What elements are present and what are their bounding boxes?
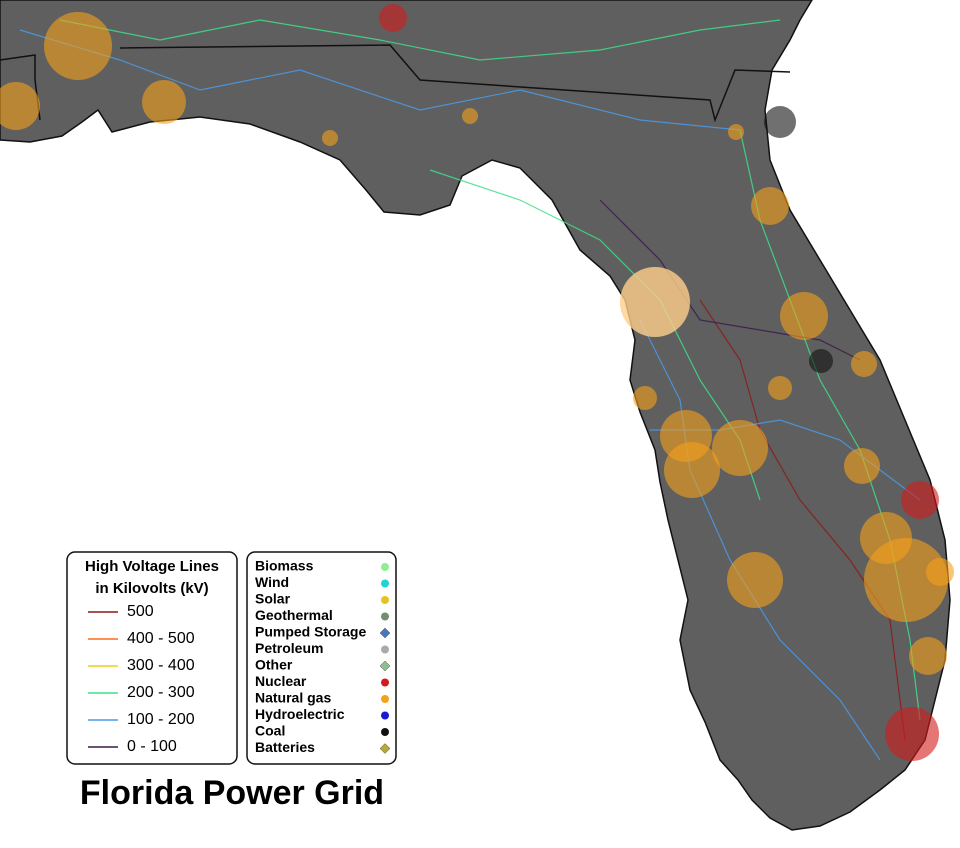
voltage-legend-title: in Kilovolts (kV) [95,580,208,597]
legend-label: Coal [255,723,285,739]
legend-label: 100 - 200 [127,711,195,728]
legend-marker [381,579,389,588]
voltage-legend [66,551,238,765]
legend-label: Hydroelectric [255,706,345,722]
map-title: Florida Power Grid [80,774,384,812]
legend-marker [381,645,389,654]
power-plants [0,4,954,761]
legend-label: 500 [127,603,154,620]
legend-label: 0 - 100 [127,738,177,755]
legend-label: Biomass [255,558,314,574]
legend-marker [379,660,391,672]
legend-marker [381,678,389,687]
legend-label: 300 - 400 [127,657,195,674]
voltage-legend-title: High Voltage Lines [85,558,219,575]
legend-label: 200 - 300 [127,684,195,701]
land [0,0,951,831]
legend-marker [379,743,391,754]
legend-label: Solar [255,591,291,607]
state-border [119,44,791,123]
legend-label: Geothermal [255,607,333,623]
legend-marker [381,728,389,736]
legend-label: Other [255,657,293,673]
legend-marker [381,596,389,604]
legend-label: 400 - 500 [127,630,195,647]
legend-marker [381,695,389,703]
legend-marker [381,612,389,621]
legend-label: Petroleum [255,640,323,656]
legend-marker [381,563,389,571]
source-legend [246,551,397,765]
legend-label: Nuclear [255,673,307,689]
legend-marker [381,711,389,720]
legend-label: Wind [255,574,289,590]
legend-label: Batteries [255,739,315,755]
legend-marker [379,627,391,639]
legend-label: Pumped Storage [255,624,366,640]
legend-label: Natural gas [255,690,331,706]
